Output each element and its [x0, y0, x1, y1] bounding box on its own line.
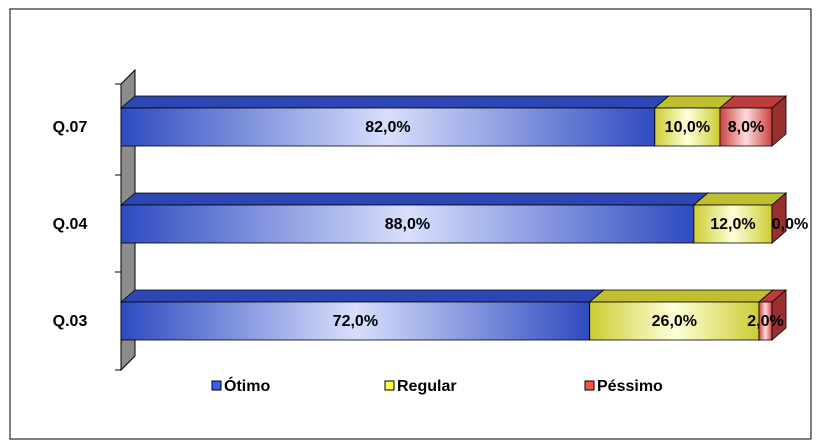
- bar-side: [771, 289, 787, 341]
- bar-side: [771, 192, 787, 244]
- legend-swatch: [384, 380, 395, 391]
- data-label: 2,0%: [747, 313, 783, 330]
- legend-label: Regular: [397, 378, 457, 395]
- data-label: 8,0%: [728, 119, 764, 136]
- bar-top: [692, 192, 788, 206]
- bar-top: [588, 289, 775, 303]
- bar: [120, 301, 591, 341]
- legend-swatch: [211, 380, 222, 391]
- data-label: 82,0%: [365, 119, 410, 136]
- legend-swatch: [584, 380, 595, 391]
- bar-top: [119, 95, 670, 109]
- bar-top: [119, 289, 605, 303]
- bar: [654, 107, 721, 147]
- data-label: 72,0%: [333, 313, 378, 330]
- data-label: 88,0%: [385, 216, 430, 233]
- category-label: Q.04: [53, 216, 88, 233]
- bar: [120, 204, 695, 244]
- category-label: Q.03: [53, 313, 88, 330]
- data-label: 10,0%: [665, 119, 710, 136]
- bar: [120, 107, 656, 147]
- data-label: 26,0%: [652, 313, 697, 330]
- data-label: 0,0%: [772, 216, 808, 233]
- bar: [693, 204, 773, 244]
- legend-label: Ótimo: [224, 376, 270, 395]
- legend-label: Péssimo: [597, 378, 663, 395]
- bar-side: [771, 95, 787, 147]
- category-label: Q.07: [53, 119, 88, 136]
- bar-top: [119, 192, 709, 206]
- bar: [589, 301, 760, 341]
- data-label: 12,0%: [710, 216, 755, 233]
